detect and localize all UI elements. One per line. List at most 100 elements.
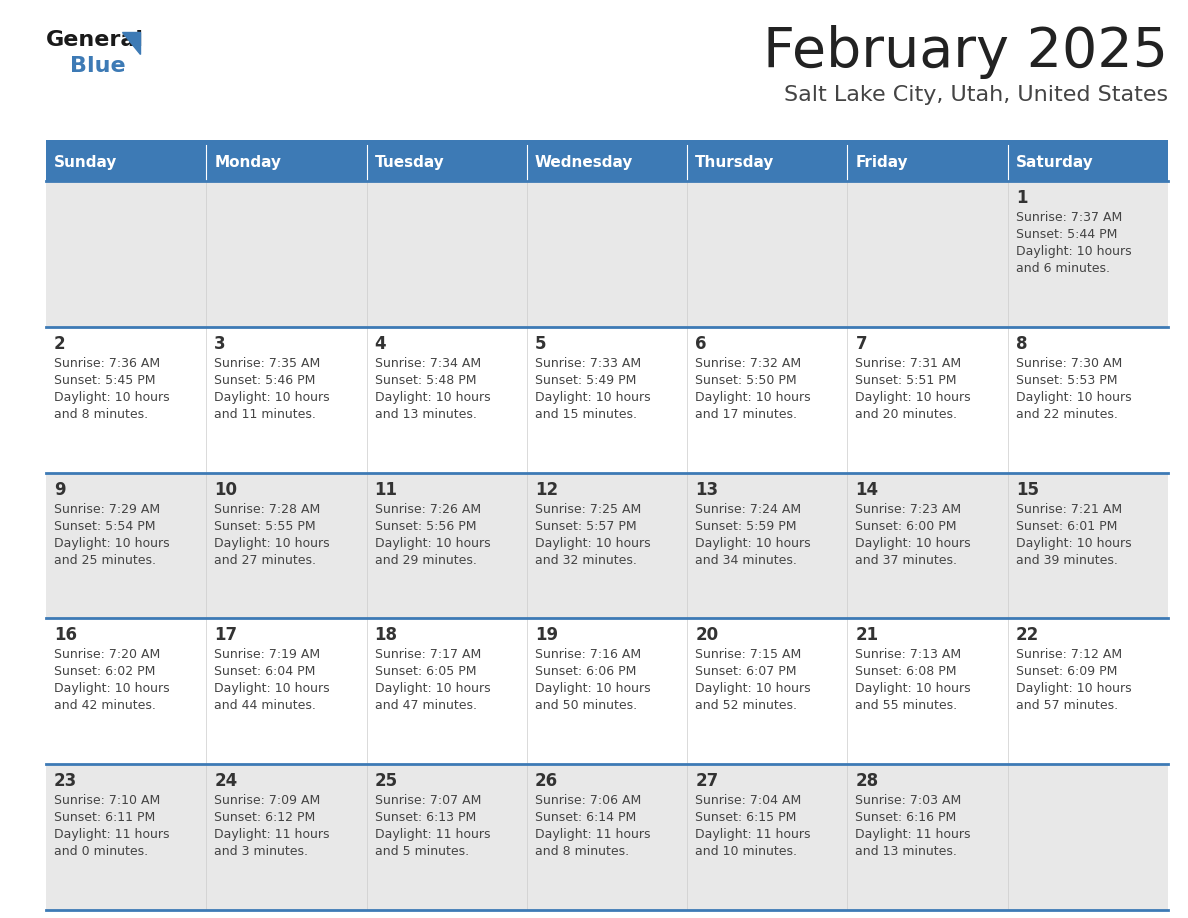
Bar [687, 145, 847, 181]
Text: Daylight: 10 hours: Daylight: 10 hours [214, 391, 330, 404]
Text: Salt Lake City, Utah, United States: Salt Lake City, Utah, United States [784, 85, 1168, 105]
Bar [46, 140, 1168, 145]
Text: Daylight: 10 hours: Daylight: 10 hours [53, 682, 170, 696]
Bar [687, 764, 847, 910]
Text: Sunrise: 7:29 AM: Sunrise: 7:29 AM [53, 502, 160, 516]
Text: Sunrise: 7:16 AM: Sunrise: 7:16 AM [535, 648, 642, 661]
Text: 8: 8 [1016, 335, 1028, 353]
Text: and 39 minutes.: and 39 minutes. [1016, 554, 1118, 566]
Text: Sunrise: 7:34 AM: Sunrise: 7:34 AM [374, 357, 481, 370]
Text: 6: 6 [695, 335, 707, 353]
Polygon shape [122, 32, 140, 54]
Text: General: General [46, 30, 144, 50]
Bar [367, 473, 526, 619]
Text: Daylight: 10 hours: Daylight: 10 hours [855, 537, 971, 550]
Text: 15: 15 [1016, 481, 1038, 498]
Text: Sunrise: 7:28 AM: Sunrise: 7:28 AM [214, 502, 321, 516]
Text: 25: 25 [374, 772, 398, 790]
Bar [46, 327, 207, 473]
Text: 20: 20 [695, 626, 719, 644]
Text: Daylight: 10 hours: Daylight: 10 hours [1016, 391, 1131, 404]
Text: 3: 3 [214, 335, 226, 353]
Text: and 0 minutes.: and 0 minutes. [53, 845, 148, 858]
Text: Sunset: 5:54 PM: Sunset: 5:54 PM [53, 520, 156, 532]
Text: and 8 minutes.: and 8 minutes. [53, 408, 148, 420]
Text: Sunrise: 7:33 AM: Sunrise: 7:33 AM [535, 357, 642, 370]
Bar [207, 145, 367, 181]
Bar [847, 619, 1007, 764]
Text: 18: 18 [374, 626, 398, 644]
Bar [526, 473, 687, 619]
Text: 13: 13 [695, 481, 719, 498]
Text: 16: 16 [53, 626, 77, 644]
Text: Sunrise: 7:06 AM: Sunrise: 7:06 AM [535, 794, 642, 807]
Bar [526, 764, 687, 910]
Text: Sunset: 5:44 PM: Sunset: 5:44 PM [1016, 228, 1117, 241]
Text: Sunrise: 7:37 AM: Sunrise: 7:37 AM [1016, 211, 1121, 224]
Bar [46, 473, 207, 619]
Text: and 3 minutes.: and 3 minutes. [214, 845, 308, 858]
Text: Sunset: 5:53 PM: Sunset: 5:53 PM [1016, 374, 1117, 386]
Text: Sunrise: 7:04 AM: Sunrise: 7:04 AM [695, 794, 802, 807]
Text: 1: 1 [1016, 189, 1028, 207]
Text: Sunset: 6:16 PM: Sunset: 6:16 PM [855, 812, 956, 824]
Text: and 17 minutes.: and 17 minutes. [695, 408, 797, 420]
Text: Daylight: 11 hours: Daylight: 11 hours [214, 828, 330, 841]
Bar [526, 327, 687, 473]
Text: Monday: Monday [214, 155, 282, 171]
Text: Sunrise: 7:23 AM: Sunrise: 7:23 AM [855, 502, 961, 516]
Text: Sunrise: 7:32 AM: Sunrise: 7:32 AM [695, 357, 801, 370]
Text: 21: 21 [855, 626, 879, 644]
Text: and 37 minutes.: and 37 minutes. [855, 554, 958, 566]
Text: and 29 minutes.: and 29 minutes. [374, 554, 476, 566]
Text: Sunrise: 7:26 AM: Sunrise: 7:26 AM [374, 502, 481, 516]
Text: Daylight: 10 hours: Daylight: 10 hours [374, 682, 491, 696]
Bar [687, 473, 847, 619]
Text: Sunset: 6:09 PM: Sunset: 6:09 PM [1016, 666, 1117, 678]
Text: and 25 minutes.: and 25 minutes. [53, 554, 156, 566]
Bar [687, 181, 847, 327]
Bar [526, 619, 687, 764]
Bar [46, 764, 207, 910]
Text: 22: 22 [1016, 626, 1040, 644]
Text: 10: 10 [214, 481, 238, 498]
Text: Daylight: 10 hours: Daylight: 10 hours [695, 682, 810, 696]
Text: Sunday: Sunday [53, 155, 118, 171]
Text: and 44 minutes.: and 44 minutes. [214, 700, 316, 712]
Text: Daylight: 10 hours: Daylight: 10 hours [535, 391, 651, 404]
Text: Daylight: 11 hours: Daylight: 11 hours [53, 828, 170, 841]
Text: Sunrise: 7:09 AM: Sunrise: 7:09 AM [214, 794, 321, 807]
Text: 14: 14 [855, 481, 879, 498]
Text: Daylight: 10 hours: Daylight: 10 hours [1016, 537, 1131, 550]
Text: and 5 minutes.: and 5 minutes. [374, 845, 469, 858]
Text: Daylight: 10 hours: Daylight: 10 hours [535, 682, 651, 696]
Bar [687, 619, 847, 764]
Bar [526, 145, 687, 181]
Text: and 34 minutes.: and 34 minutes. [695, 554, 797, 566]
Text: and 10 minutes.: and 10 minutes. [695, 845, 797, 858]
Text: 24: 24 [214, 772, 238, 790]
Text: Sunrise: 7:13 AM: Sunrise: 7:13 AM [855, 648, 961, 661]
Bar [1007, 145, 1168, 181]
Text: Sunrise: 7:21 AM: Sunrise: 7:21 AM [1016, 502, 1121, 516]
Text: 23: 23 [53, 772, 77, 790]
Bar [1007, 764, 1168, 910]
Text: and 57 minutes.: and 57 minutes. [1016, 700, 1118, 712]
Bar [207, 764, 367, 910]
Text: Sunset: 6:08 PM: Sunset: 6:08 PM [855, 666, 956, 678]
Text: Tuesday: Tuesday [374, 155, 444, 171]
Text: 27: 27 [695, 772, 719, 790]
Text: Sunset: 5:50 PM: Sunset: 5:50 PM [695, 374, 797, 386]
Text: Sunset: 6:07 PM: Sunset: 6:07 PM [695, 666, 797, 678]
Text: Daylight: 10 hours: Daylight: 10 hours [374, 391, 491, 404]
Text: Sunset: 6:12 PM: Sunset: 6:12 PM [214, 812, 316, 824]
Text: Sunrise: 7:17 AM: Sunrise: 7:17 AM [374, 648, 481, 661]
Text: and 13 minutes.: and 13 minutes. [855, 845, 958, 858]
Text: Daylight: 11 hours: Daylight: 11 hours [374, 828, 491, 841]
Text: Sunset: 6:05 PM: Sunset: 6:05 PM [374, 666, 476, 678]
Text: Sunrise: 7:15 AM: Sunrise: 7:15 AM [695, 648, 802, 661]
Bar [367, 619, 526, 764]
Text: 26: 26 [535, 772, 558, 790]
Text: and 22 minutes.: and 22 minutes. [1016, 408, 1118, 420]
Bar [847, 145, 1007, 181]
